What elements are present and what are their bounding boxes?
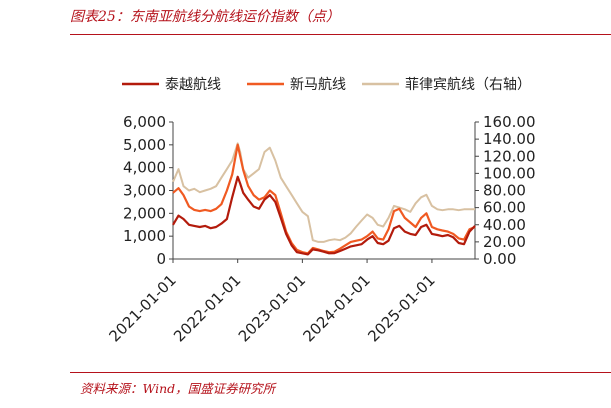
- x-tick-label: 2021-01-01: [105, 271, 179, 345]
- legend-label-3: 菲律宾航线（右轴）: [405, 77, 531, 93]
- line-chart: 6,000 5,000 4,000 3,000 2,000 1,000 0 160.00140…: [105, 77, 536, 345]
- y-right-tick-label: 60.00: [483, 199, 526, 217]
- x-tick-label: 2022-01-01: [170, 271, 244, 345]
- y-left-tick-label: 0: [156, 250, 166, 268]
- y-right-tick-label: 120.00: [483, 147, 536, 165]
- y-right-tick-label: 40.00: [483, 216, 526, 234]
- y-right-tick-label: 0.00: [483, 250, 516, 268]
- legend-label-1: 泰越航线: [165, 77, 221, 93]
- series-line-1: [172, 175, 476, 256]
- source-note: 资料来源：Wind，国盛证券研究所: [80, 381, 276, 396]
- x-tick-label: 2023-01-01: [235, 271, 309, 345]
- y-left-tick-label: 6,000: [123, 113, 166, 131]
- y-left-tick-label: 3,000: [123, 182, 166, 200]
- footer-rule: [70, 372, 611, 373]
- y-left-tick-label: 2,000: [123, 204, 166, 222]
- x-tick-label: 2025-01-01: [364, 271, 438, 345]
- series-line-3: [172, 142, 475, 243]
- y-left-tick-label: 5,000: [123, 136, 166, 154]
- legend-label-2: 新马航线: [290, 77, 346, 93]
- y-right-tick-label: 80.00: [483, 182, 526, 200]
- y-right-tick-label: 160.00: [483, 113, 536, 131]
- title-rule: [70, 34, 611, 35]
- series-line-2: [172, 143, 476, 255]
- figure-title: 图表25：东南亚航线分航线运价指数（点）: [70, 9, 340, 25]
- y-left-tick-label: 1,000: [123, 227, 166, 245]
- y-right-tick-label: 140.00: [483, 130, 536, 148]
- y-right-tick-label: 20.00: [483, 233, 526, 251]
- y-right-tick-label: 100.00: [483, 164, 536, 182]
- y-left-tick-label: 4,000: [123, 159, 166, 177]
- x-tick-label: 2024-01-01: [300, 271, 374, 345]
